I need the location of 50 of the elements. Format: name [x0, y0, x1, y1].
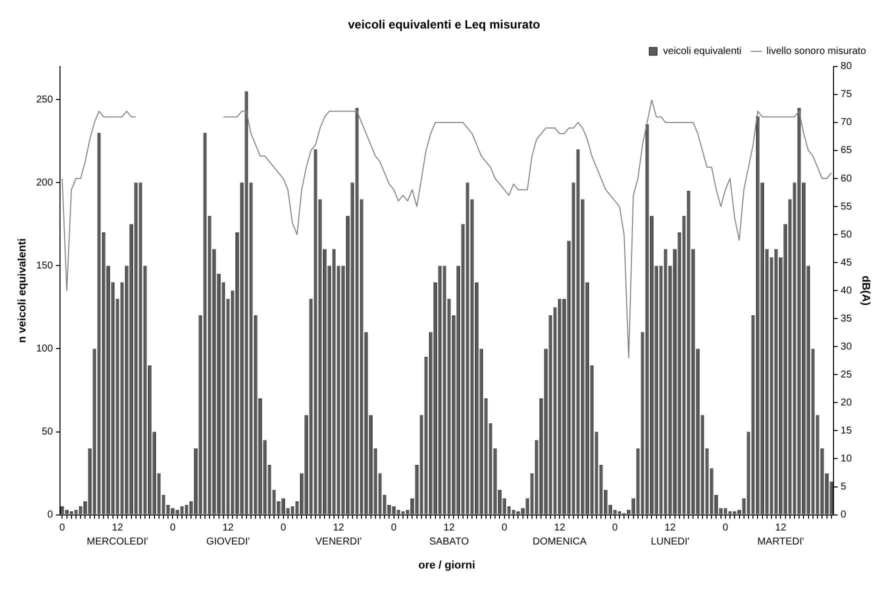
x-tick-label: 12 — [664, 522, 676, 534]
y2-tick-label: 50 — [840, 229, 852, 240]
legend-label: livello sonoro misurato — [766, 46, 866, 58]
y2-tick-label: 80 — [840, 61, 852, 72]
x-tick-label: 12 — [775, 522, 787, 534]
text: MERCOLEDI' — [86, 536, 148, 548]
x-tick-label: 0 — [170, 522, 176, 534]
y2-tick-label: 40 — [840, 285, 852, 296]
x-tick-label: 12 — [444, 522, 456, 534]
y2-tick-label: 45 — [840, 257, 852, 268]
y2-tick-label: 10 — [840, 454, 852, 464]
x-tick-label: 0 — [722, 522, 729, 534]
y2-tick-label: 60 — [840, 173, 852, 184]
text: MARTEDI' — [757, 536, 804, 548]
y2-tick-label: 70 — [840, 117, 852, 128]
x-axis-title: ore / giorni — [418, 559, 476, 572]
legend-label: veicoli equivalenti — [663, 46, 742, 58]
y2-tick-label: 65 — [840, 145, 852, 156]
x-tick-label: 12 — [222, 522, 234, 534]
y-axis-title: n veicoli equivalenti — [16, 238, 29, 343]
text: DOMENICA — [532, 536, 587, 548]
x-tick-label: 0 — [391, 522, 398, 534]
x-tick-label: 0 — [502, 522, 508, 534]
y2-tick-label: 75 — [840, 89, 852, 100]
y-tick-label: 50 — [42, 426, 54, 438]
y2-tick-label: 35 — [840, 313, 852, 324]
y2-tick-label: 5 — [840, 482, 847, 493]
text: GIOVEDI' — [206, 536, 250, 548]
text: VENERDI' — [315, 536, 362, 548]
y2-tick-label: 0 — [840, 510, 847, 521]
y2-tick-label: 30 — [840, 341, 852, 352]
y2-tick-label: 25 — [840, 369, 852, 380]
chart-title: veicoli equivalenti e Leq misurato — [348, 18, 540, 32]
y2-tick-label: 20 — [840, 397, 852, 408]
x-tick-label: 0 — [59, 522, 66, 534]
y2-tick-label: 15 — [840, 425, 852, 436]
y-tick-label: 150 — [36, 260, 54, 272]
x-tick-label: 0 — [280, 522, 286, 534]
y-tick-label: 0 — [47, 510, 54, 521]
text: LUNEDI' — [650, 536, 690, 548]
y2-axis-title: dB(A) — [859, 276, 872, 306]
text: SABATO — [429, 536, 470, 548]
x-tick-label: 12 — [112, 522, 124, 534]
x-tick-label: 12 — [554, 522, 566, 534]
y2-tick-label: 55 — [840, 201, 852, 212]
x-tick-label: 0 — [612, 522, 618, 534]
y-tick-label: 200 — [36, 177, 54, 188]
y-tick-label: 100 — [36, 343, 54, 354]
x-tick-label: 12 — [332, 522, 345, 534]
y-tick-label: 250 — [36, 94, 54, 106]
